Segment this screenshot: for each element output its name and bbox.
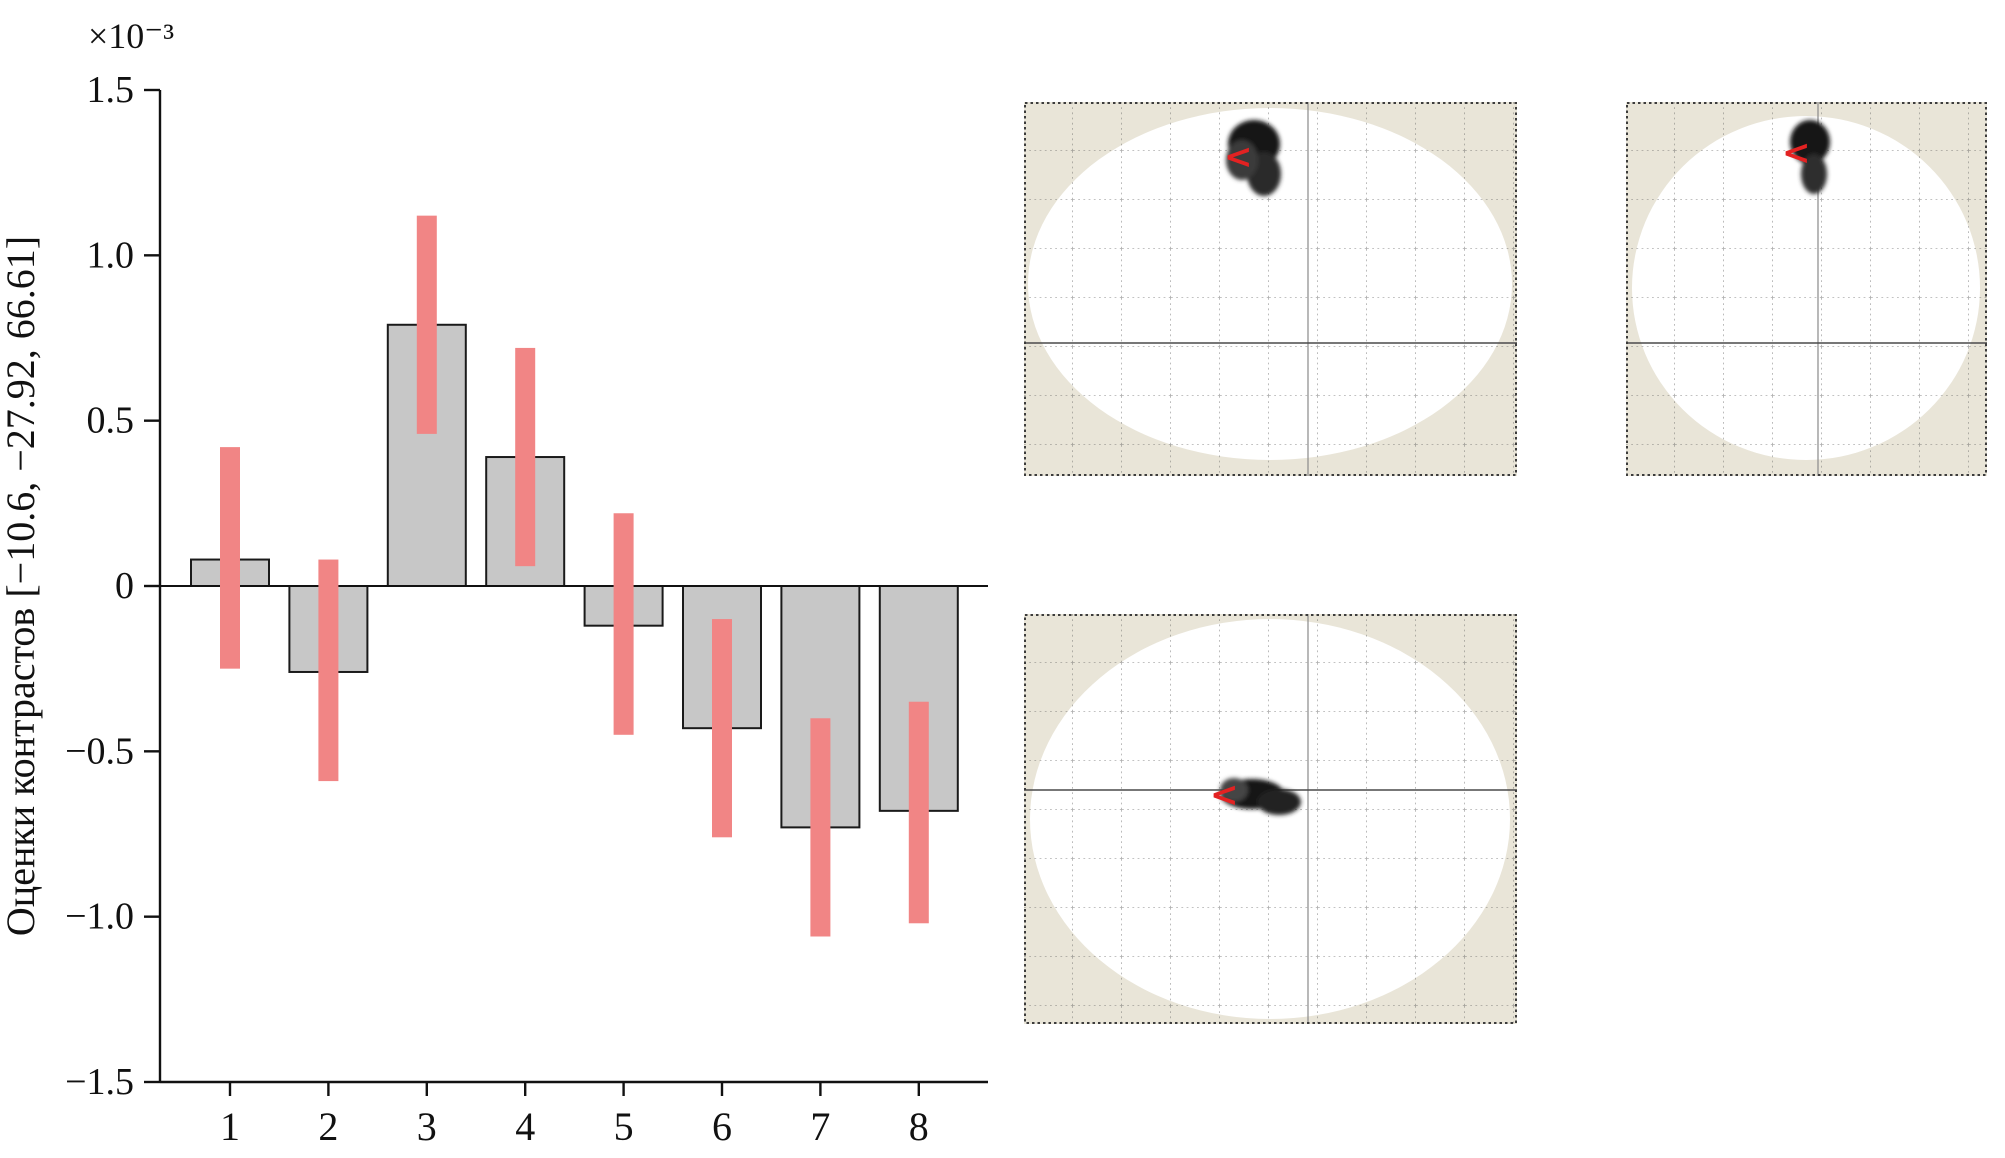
activation-cluster [1790,120,1830,194]
x-tick-label: 7 [810,1104,830,1149]
axes-group [158,90,988,1084]
cluster-lobe [1257,789,1301,815]
y-tick-label: −1.5 [65,1061,134,1103]
panel-border [1626,102,1987,476]
x-tick-label: 2 [318,1104,338,1149]
cluster-lobe [1801,154,1827,194]
cursor-marker: < [1210,775,1239,815]
x-tick-label: 6 [712,1104,732,1149]
y-axis-label: Оценки контрастов [−10.6, −27.92, 66.61] [0,236,43,936]
x-tick-label: 4 [515,1104,535,1149]
y-tick-label: 0 [115,565,134,607]
y-tick-label: 1.5 [87,69,135,111]
glass-brain-axial-view: < [1024,614,1517,1024]
error-bar-category-5 [613,513,634,735]
y-tick-label: 1.0 [87,234,135,276]
error-bar-category-7 [810,718,831,937]
glass-brain-sagittal-view: < [1024,102,1517,476]
y-tick-label: 0.5 [87,400,135,442]
error-bar-category-3 [416,215,437,434]
cluster-edge [1226,140,1258,180]
glass-brain-coronal-view: < [1626,102,1987,476]
y-tick-label: −0.5 [65,730,134,772]
error-bar-category-4 [515,347,536,567]
cursor-marker: < [1224,137,1253,177]
x-tick-label: 1 [220,1104,240,1149]
y-tick-label: −1.0 [65,896,134,938]
contrast-estimates-chart: ×10⁻³ Оценки контрастов [−10.6, −27.92, … [0,16,988,1149]
x-tick-label: 8 [909,1104,929,1149]
error-bar-category-6 [712,619,732,838]
x-tick-label: 5 [614,1104,634,1149]
activation-cluster [1226,120,1281,196]
cluster-core [1790,120,1830,164]
error-bar-category-1 [220,447,240,669]
panel-border [1024,614,1517,1024]
x-tick-label: 3 [417,1104,437,1149]
bars-group [190,323,959,829]
panel-border [1024,102,1517,476]
activation-cluster [1220,778,1301,815]
error-bars-group [220,215,929,937]
error-bar-category-2 [318,559,339,782]
error-bar-category-8 [908,701,929,924]
y-axis-scale-label: ×10⁻³ [88,16,174,56]
cluster-edge [1220,778,1248,802]
projection-grid [1024,614,1517,1024]
cursor-marker: < [1782,133,1811,173]
ticks-group: 1.5 1.0 0.5 0 −0.5 −1.0 −1.5 1 2 3 4 5 6 7 8 [65,69,929,1149]
